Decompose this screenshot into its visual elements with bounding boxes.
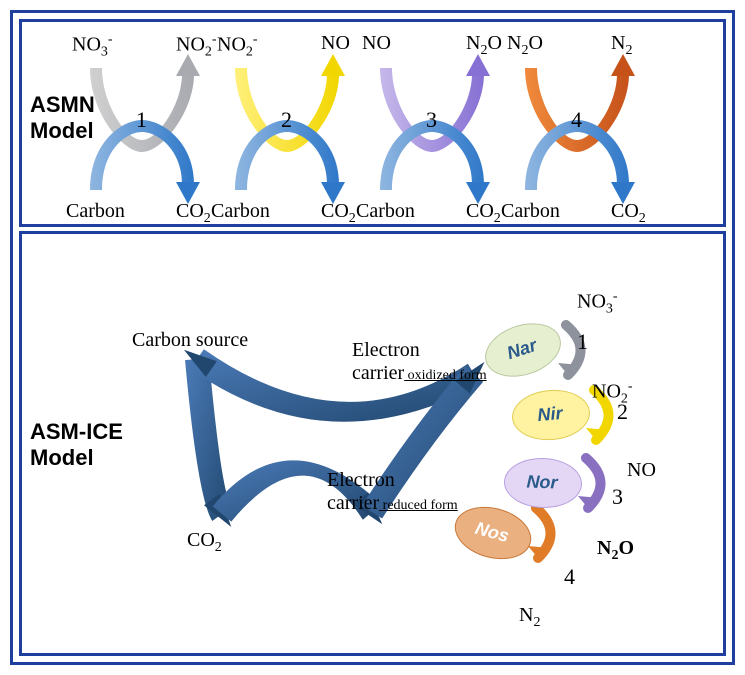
step-number: 3 (612, 484, 623, 510)
electron-carrier-oxidized-label: Electroncarrier oxidized form (352, 339, 487, 385)
species-label: Carbon (501, 200, 560, 223)
species-label: Carbon (211, 200, 270, 223)
species-label: Carbon (66, 200, 125, 223)
electron-carrier-reduced-label: Electroncarrier reduced form (327, 469, 458, 515)
species-label: N2 (519, 604, 540, 631)
asmn-panel: ASMN Model NO3-NO2-CarbonCO21NO2-NOCarbo… (19, 19, 726, 227)
species-label: N2O (597, 537, 634, 564)
step-number: 2 (281, 107, 292, 133)
co2-label: CO2 (187, 529, 222, 556)
asmice-panel: ASM-ICE Model Carbon sourceCO2Electronca… (19, 231, 726, 656)
species-label: NO (362, 32, 391, 55)
species-label: NO (321, 32, 350, 55)
species-label: Carbon (356, 200, 415, 223)
species-label: CO2 (611, 200, 646, 227)
species-label: N2O (507, 32, 543, 59)
species-label: CO2 (321, 200, 356, 227)
diagram-container: ASMN Model NO3-NO2-CarbonCO21NO2-NOCarbo… (10, 10, 735, 665)
species-label: N2O (466, 32, 502, 59)
species-label: NO2- (217, 32, 258, 61)
species-label: CO2 (466, 200, 501, 227)
species-label: NO3- (577, 289, 618, 318)
step-number: 1 (577, 329, 588, 355)
species-label: CO2 (176, 200, 211, 227)
step-number: 1 (136, 107, 147, 133)
step-number: 2 (617, 399, 628, 425)
carbon-source-label: Carbon source (132, 329, 248, 352)
enzyme-label: Nor (504, 471, 581, 495)
species-label: N2 (611, 32, 632, 59)
species-label: NO2- (176, 32, 217, 61)
step-number: 4 (571, 107, 582, 133)
species-label: NO (627, 459, 656, 482)
step-number: 3 (426, 107, 437, 133)
species-label: NO3- (72, 32, 113, 61)
step-number: 4 (564, 564, 575, 590)
